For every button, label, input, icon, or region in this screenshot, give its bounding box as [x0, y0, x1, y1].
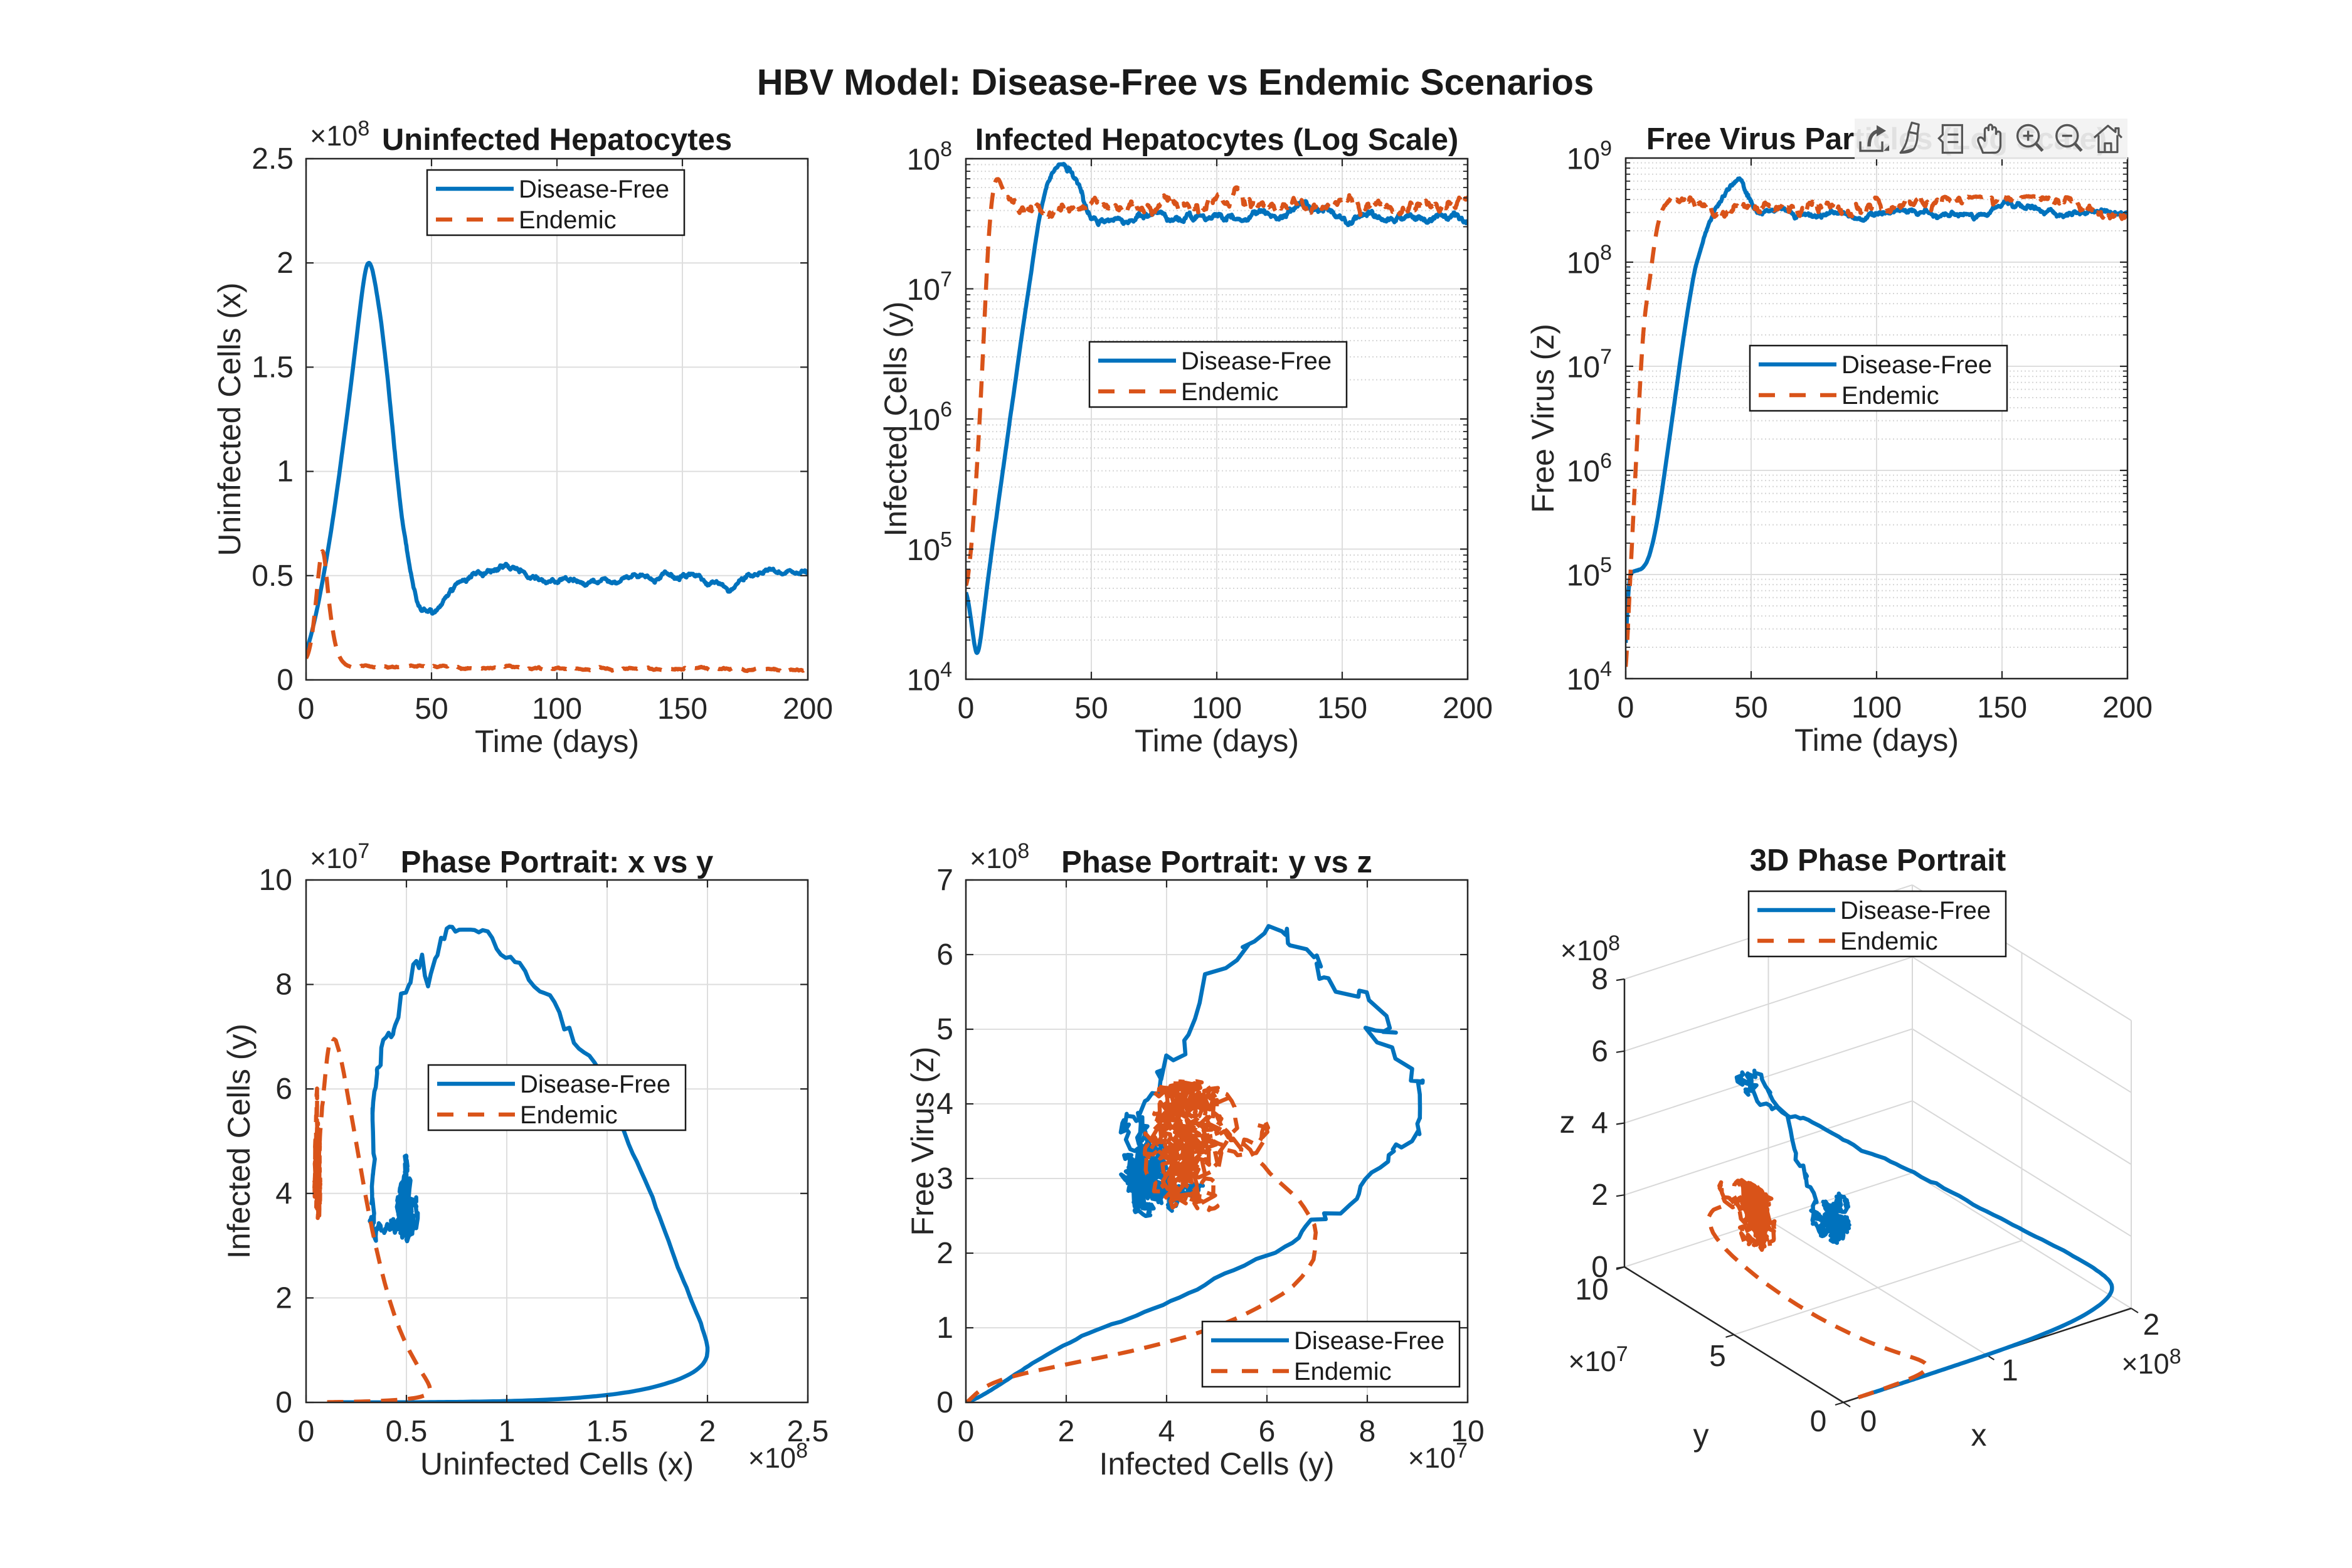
- svg-text:105: 105: [907, 528, 952, 567]
- svg-text:Endemic: Endemic: [519, 206, 617, 234]
- svg-text:0: 0: [277, 664, 294, 697]
- svg-text:x: x: [1971, 1417, 1987, 1453]
- svg-text:100: 100: [532, 692, 582, 726]
- svg-text:4: 4: [1591, 1107, 1608, 1140]
- svg-text:Uninfected Hepatocytes: Uninfected Hepatocytes: [382, 123, 732, 157]
- svg-text:6: 6: [275, 1073, 292, 1106]
- svg-text:Infected Cells (y): Infected Cells (y): [221, 1024, 257, 1259]
- svg-text:5: 5: [936, 1013, 953, 1046]
- svg-text:6: 6: [1259, 1415, 1276, 1448]
- svg-text:z: z: [1560, 1104, 1576, 1140]
- svg-text:10: 10: [259, 864, 292, 897]
- svg-text:2: 2: [275, 1281, 292, 1315]
- svg-text:50: 50: [415, 692, 448, 726]
- svg-text:150: 150: [657, 692, 707, 726]
- svg-text:Disease-Free: Disease-Free: [1181, 347, 1332, 375]
- svg-text:0: 0: [1810, 1405, 1827, 1438]
- svg-text:104: 104: [1567, 657, 1612, 696]
- svg-text:Endemic: Endemic: [1294, 1358, 1392, 1385]
- svg-text:10: 10: [1451, 1415, 1484, 1448]
- svg-text:HBV Model: Disease-Free vs End: HBV Model: Disease-Free vs Endemic Scena…: [757, 62, 1594, 103]
- svg-text:1: 1: [936, 1311, 953, 1345]
- svg-text:1: 1: [277, 455, 294, 489]
- svg-text:0.5: 0.5: [252, 559, 294, 593]
- svg-text:0: 0: [958, 692, 975, 725]
- svg-text:Time (days): Time (days): [1135, 723, 1299, 758]
- svg-text:0: 0: [1618, 691, 1634, 724]
- svg-text:Time (days): Time (days): [1794, 723, 1959, 758]
- svg-text:0: 0: [936, 1386, 953, 1419]
- svg-text:100: 100: [1192, 692, 1242, 725]
- svg-text:0: 0: [1860, 1405, 1877, 1438]
- svg-text:4: 4: [936, 1088, 953, 1121]
- svg-text:150: 150: [1317, 692, 1367, 725]
- svg-text:50: 50: [1074, 692, 1108, 725]
- svg-text:4: 4: [275, 1177, 292, 1210]
- svg-text:100: 100: [1851, 691, 1902, 724]
- svg-text:Disease-Free: Disease-Free: [1841, 351, 1992, 379]
- svg-text:2: 2: [277, 246, 294, 280]
- svg-text:8: 8: [275, 968, 292, 1002]
- svg-text:2: 2: [1058, 1415, 1075, 1448]
- svg-text:Endemic: Endemic: [1840, 928, 1938, 955]
- svg-text:150: 150: [1977, 691, 2027, 724]
- svg-text:2.5: 2.5: [252, 142, 294, 176]
- svg-text:Disease-Free: Disease-Free: [1840, 897, 1991, 924]
- svg-text:0.5: 0.5: [386, 1415, 428, 1448]
- svg-text:Disease-Free: Disease-Free: [519, 176, 669, 203]
- svg-text:0: 0: [298, 692, 315, 726]
- svg-text:Infected Cells (y): Infected Cells (y): [878, 301, 913, 536]
- svg-text:0: 0: [298, 1415, 315, 1448]
- svg-text:2: 2: [699, 1415, 716, 1448]
- svg-text:1: 1: [2001, 1354, 2018, 1387]
- svg-text:200: 200: [783, 692, 833, 726]
- svg-text:Endemic: Endemic: [1181, 378, 1279, 406]
- svg-text:8: 8: [1359, 1415, 1376, 1448]
- svg-text:Uninfected Cells (x): Uninfected Cells (x): [420, 1446, 694, 1481]
- svg-text:Uninfected Cells (x): Uninfected Cells (x): [212, 282, 247, 556]
- svg-text:50: 50: [1734, 691, 1767, 724]
- svg-text:2: 2: [936, 1237, 953, 1270]
- svg-text:Free Virus (z): Free Virus (z): [905, 1047, 940, 1236]
- svg-text:2.5: 2.5: [787, 1415, 829, 1448]
- svg-text:7: 7: [936, 864, 953, 897]
- svg-text:Endemic: Endemic: [520, 1101, 618, 1129]
- svg-text:2: 2: [2143, 1308, 2160, 1342]
- svg-text:0: 0: [275, 1386, 292, 1419]
- svg-text:4: 4: [1158, 1415, 1175, 1448]
- svg-text:106: 106: [1567, 449, 1612, 488]
- svg-text:8: 8: [1591, 963, 1608, 996]
- svg-text:1.5: 1.5: [586, 1415, 628, 1448]
- svg-text:1: 1: [499, 1415, 516, 1448]
- svg-text:2: 2: [1591, 1179, 1608, 1212]
- svg-text:200: 200: [1443, 692, 1493, 725]
- svg-text:Disease-Free: Disease-Free: [520, 1071, 670, 1098]
- svg-text:200: 200: [2102, 691, 2153, 724]
- svg-text:109: 109: [1567, 137, 1612, 176]
- svg-text:Endemic: Endemic: [1841, 382, 1939, 410]
- svg-text:Infected Cells (y): Infected Cells (y): [1099, 1446, 1334, 1481]
- svg-text:3: 3: [936, 1162, 953, 1195]
- svg-text:5: 5: [1709, 1340, 1726, 1373]
- svg-text:0: 0: [1591, 1251, 1608, 1284]
- svg-text:6: 6: [936, 938, 953, 972]
- svg-text:10: 10: [1575, 1273, 1608, 1306]
- svg-text:Infected Hepatocytes (Log Scal: Infected Hepatocytes (Log Scale): [975, 123, 1459, 157]
- svg-text:Free Virus (z): Free Virus (z): [1525, 324, 1560, 513]
- svg-text:Phase Portrait: y vs z: Phase Portrait: y vs z: [1061, 845, 1372, 879]
- svg-text:Phase Portrait: x vs y: Phase Portrait: x vs y: [401, 845, 713, 879]
- svg-text:6: 6: [1591, 1035, 1608, 1068]
- svg-text:3D Phase Portrait: 3D Phase Portrait: [1750, 844, 2006, 877]
- svg-text:×107: ×107: [310, 839, 369, 874]
- svg-text:1.5: 1.5: [252, 351, 294, 384]
- svg-text:Time (days): Time (days): [475, 724, 639, 759]
- svg-text:0: 0: [958, 1415, 975, 1448]
- svg-text:y: y: [1693, 1417, 1709, 1453]
- svg-text:Disease-Free: Disease-Free: [1294, 1327, 1444, 1355]
